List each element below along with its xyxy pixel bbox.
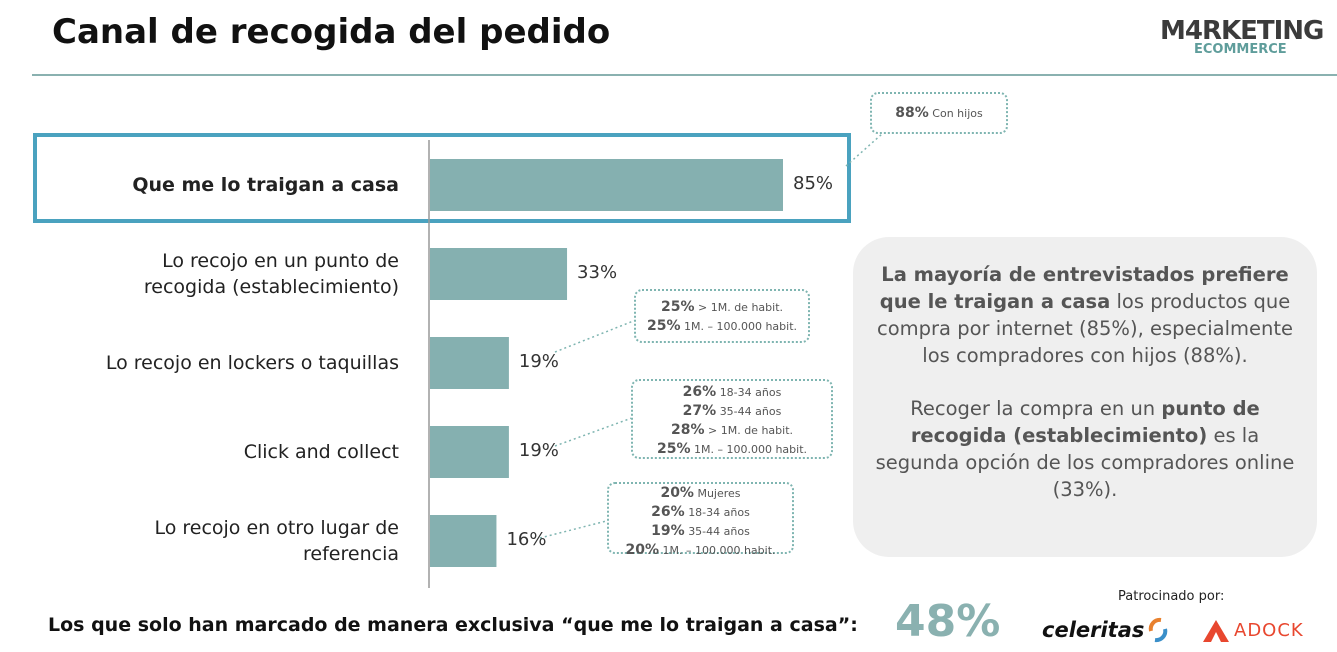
sponsor-label: Patrocinado por:	[1118, 589, 1225, 604]
callout-pct: 19%	[651, 523, 685, 539]
callout-pct: 26%	[651, 504, 685, 520]
category-label-4: Lo recojo en otro lugar de referencia	[69, 515, 399, 567]
highlight-box	[33, 133, 851, 223]
callout-0: 88% Con hijos	[870, 92, 1008, 134]
footer-text: Los que solo han marcado de manera exclu…	[48, 614, 858, 636]
callout-row: 19% 35-44 años	[609, 522, 792, 541]
summary-p2-start: Recoger la compra en un	[910, 397, 1162, 420]
callout-pct: 27%	[682, 403, 717, 419]
category-label-line: recogida (establecimiento)	[143, 276, 399, 298]
sponsor-adock: ADOCK	[1234, 620, 1304, 641]
callout-row: 26% 18-34 años	[633, 383, 831, 402]
marketing4ecommerce-logo: M4RKETING ECOMMERCE	[1160, 16, 1324, 64]
summary-p2-bold: punto de recogida (establecimiento)	[910, 397, 1260, 447]
callout-connector-2	[554, 414, 641, 447]
callout-pct: 88%	[895, 105, 929, 121]
callout-1: 25% > 1M. de habit. 25% 1M. – 100.000 hab…	[634, 289, 810, 343]
logo-line1: M4RKETING	[1160, 16, 1324, 46]
footer-value: 48%	[895, 596, 1001, 647]
callout-pct: 28%	[670, 422, 705, 438]
callout-segment: 1M. – 100.000 habit.	[683, 320, 798, 333]
callout-segment: Mujeres	[697, 487, 741, 500]
summary-paragraph-2: Recoger la compra en un punto de recogid…	[875, 395, 1295, 503]
callout-segment: > 1M. de habit.	[708, 424, 794, 437]
callout-row: 25% 1M. – 100.000 habit.	[633, 440, 831, 459]
adock-icon	[1203, 620, 1229, 642]
callout-segment: 35-44 años	[688, 525, 750, 538]
logo-line2: ECOMMERCE	[1194, 42, 1287, 57]
callout-segment: 18-34 años	[719, 386, 782, 399]
value-label-0: 85%	[793, 173, 834, 194]
category-label-line: Lo recojo en otro lugar de	[154, 517, 399, 539]
category-label-line: referencia	[303, 543, 399, 565]
callout-3: 20% Mujeres 26% 18-34 años 19% 35-44 años 2…	[607, 482, 794, 558]
category-label-line: Lo recojo en lockers o taquillas	[105, 352, 399, 374]
bar-4	[430, 515, 497, 567]
value-label-1: 33%	[577, 262, 618, 283]
category-label-line: Lo recojo en un punto de	[162, 250, 399, 272]
callout-connector-3	[539, 517, 619, 539]
title-divider	[32, 74, 1337, 76]
sponsor-celeritas: celeritas	[1042, 618, 1145, 642]
celeritas-icon	[1148, 617, 1168, 643]
callout-pct: 20%	[660, 485, 694, 501]
summary-p1-bold: La mayoría de entrevistados prefiere que…	[879, 263, 1289, 313]
callout-segment: 18-34 años	[688, 506, 750, 519]
category-label-line: Click and collect	[243, 441, 399, 463]
category-label-2: Lo recojo en lockers o taquillas	[69, 350, 399, 376]
bar-2	[430, 337, 509, 389]
callout-pct: 25%	[660, 299, 695, 315]
bar-1	[430, 248, 568, 300]
callout-2: 26% 18-34 años 27% 35-44 años 28% > 1M. de…	[631, 379, 833, 459]
bar-3	[430, 426, 509, 478]
callout-row: 88% Con hijos	[872, 104, 1006, 123]
value-label-4: 16%	[506, 529, 547, 550]
callout-row: 25% 1M. – 100.000 habit.	[636, 317, 808, 336]
summary-paragraph-1: La mayoría de entrevistados prefiere que…	[875, 261, 1295, 369]
value-label-3: 19%	[518, 440, 559, 461]
summary-p1-rest: los productos que compra por internet (8…	[877, 290, 1293, 367]
callout-segment: 35-44 años	[719, 405, 782, 418]
callout-pct: 25%	[656, 441, 691, 457]
category-label-line: Que me lo traigan a casa	[132, 174, 399, 196]
callout-row: 25% > 1M. de habit.	[636, 298, 808, 317]
callout-segment: 1M. – 100.000 habit.	[693, 443, 808, 456]
callout-connector-0	[845, 133, 883, 167]
bar-0	[430, 159, 783, 211]
category-label-3: Click and collect	[69, 439, 399, 465]
callout-segment: > 1M. de habit.	[698, 301, 784, 314]
callout-row: 28% > 1M. de habit.	[633, 421, 831, 440]
callout-row: 27% 35-44 años	[633, 402, 831, 421]
value-label-2: 19%	[518, 351, 559, 372]
callout-segment: 1M. – 100.000 habit.	[662, 544, 776, 557]
callout-row: 26% 18-34 años	[609, 503, 792, 522]
summary-p2-rest: es la segunda opción de los compradores …	[875, 424, 1295, 501]
callout-pct: 20%	[625, 542, 659, 558]
callout-connector-1	[554, 315, 647, 353]
callout-segment: Con hijos	[932, 107, 983, 120]
callout-row: 20% 1M. – 100.000 habit.	[609, 541, 792, 560]
category-label-1: Lo recojo en un punto de recogida (establ…	[69, 248, 399, 300]
summary-box: La mayoría de entrevistados prefiere que…	[853, 237, 1317, 557]
callout-pct: 26%	[682, 384, 717, 400]
page-title: Canal de recogida del pedido	[52, 12, 611, 52]
callout-row: 20% Mujeres	[609, 484, 792, 503]
callout-pct: 25%	[646, 318, 681, 334]
category-label-0: Que me lo traigan a casa	[69, 172, 399, 198]
